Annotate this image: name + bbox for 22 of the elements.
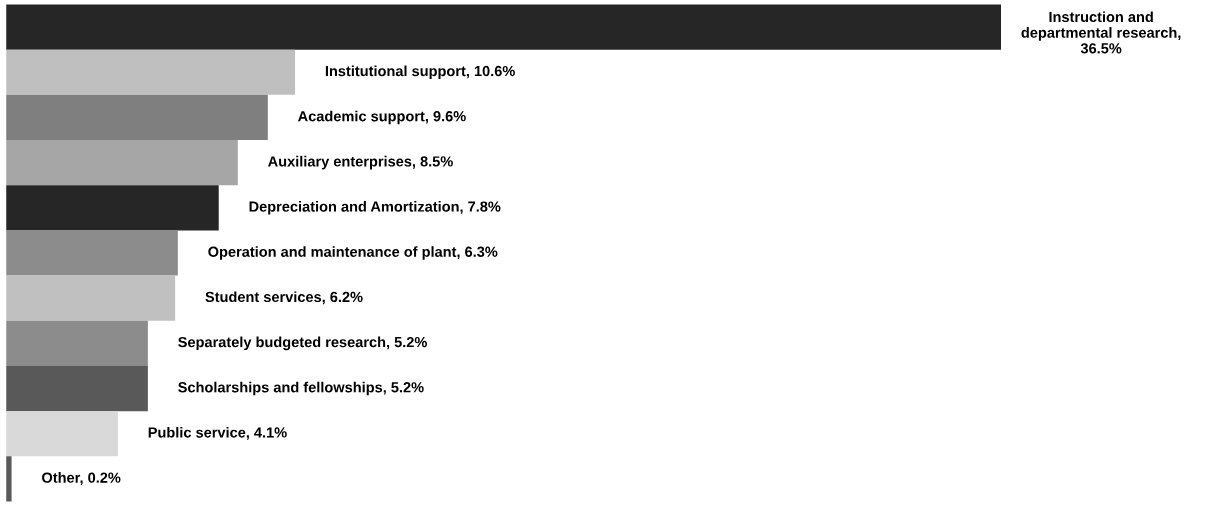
- bar: [6, 49, 296, 95]
- data-label: Auxiliary enterprises, 8.5%: [268, 155, 453, 170]
- data-label: Other, 0.2%: [42, 472, 121, 485]
- bar: [6, 185, 219, 231]
- bar: [6, 4, 1001, 50]
- bar: [6, 411, 118, 457]
- data-label: Student services, 6.2%: [205, 291, 363, 305]
- bar: [6, 230, 178, 276]
- data-label: Depreciation and Amortization, 7.8%: [249, 201, 501, 215]
- bar: [6, 365, 148, 412]
- data-label: Scholarships and fellowships, 5.2%: [178, 381, 424, 396]
- bar: [6, 94, 268, 141]
- bar: [6, 320, 148, 366]
- data-label: Academic support, 9.6%: [298, 110, 466, 125]
- data-label: Separately budgeted research, 5.2%: [178, 336, 427, 351]
- bar: [6, 456, 12, 502]
- data-label: Operation and maintenance of plant, 6.3%: [208, 246, 498, 260]
- data-label: Instruction and departmental research, 36.5%: [1021, 11, 1181, 54]
- data-label: Public service, 4.1%: [148, 426, 287, 440]
- bar: [6, 275, 176, 321]
- bar: [6, 140, 238, 186]
- data-label: Institutional support, 10.6%: [325, 65, 515, 80]
